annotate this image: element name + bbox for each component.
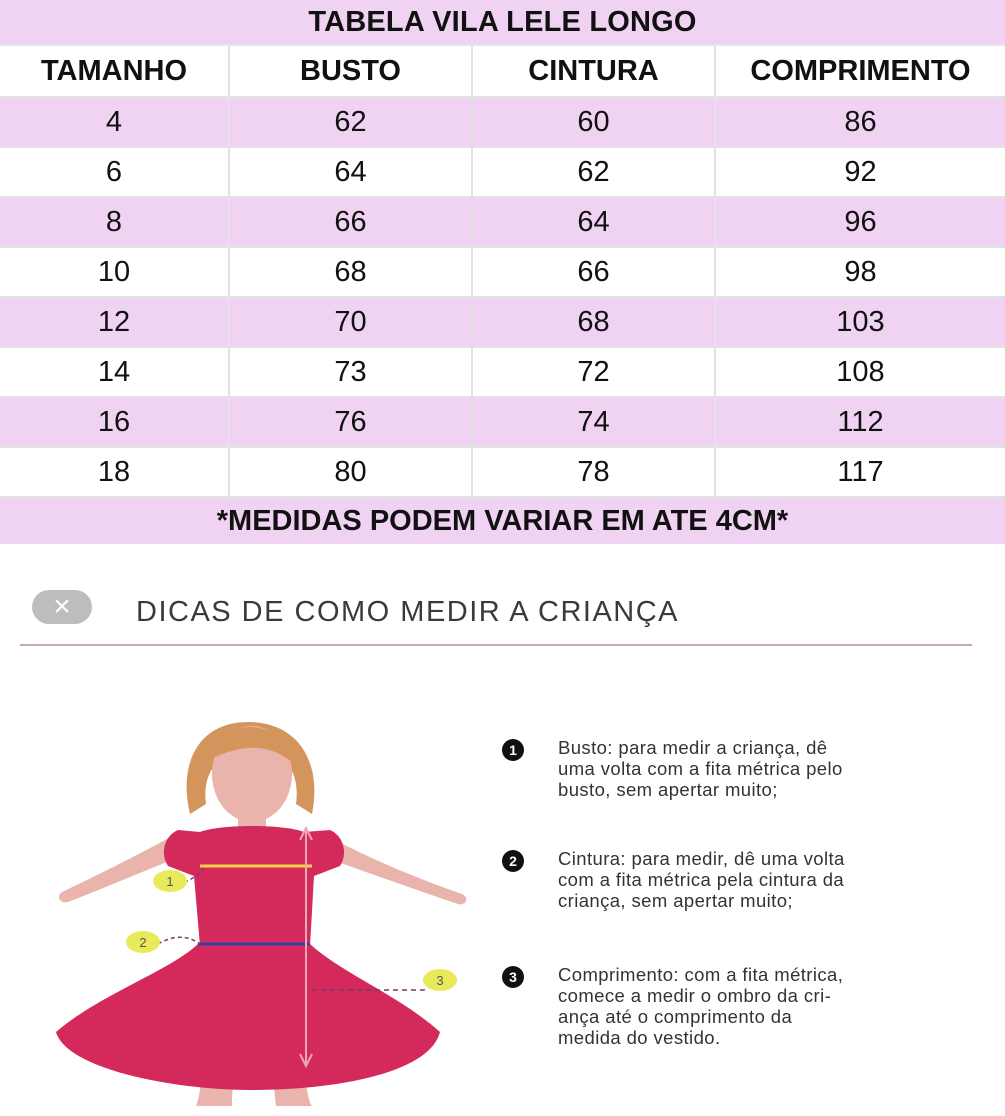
cell-cintura: 64 xyxy=(472,197,716,248)
length-arrow-head-top xyxy=(299,825,313,841)
cell-cintura: 66 xyxy=(472,247,716,298)
header-comprimento: COMPRIMENTO xyxy=(715,46,1005,98)
cell-comprimento: 108 xyxy=(715,347,1005,398)
header-tamanho: TAMANHO xyxy=(0,46,230,98)
cell-cintura: 60 xyxy=(472,97,716,148)
table-row: 10 68 66 98 xyxy=(0,247,1005,298)
cell-comprimento: 103 xyxy=(715,297,1005,348)
table-row: 12 70 68 103 xyxy=(0,297,1005,348)
header-cintura: CINTURA xyxy=(472,46,716,98)
marker-1-label: 1 xyxy=(166,874,173,889)
tip-length-text: Comprimento: com a fita métrica, comece … xyxy=(558,964,843,1048)
table-row: 16 76 74 112 xyxy=(0,397,1005,448)
cell-tamanho: 18 xyxy=(0,447,230,498)
cell-busto: 66 xyxy=(229,197,473,248)
cell-tamanho: 8 xyxy=(0,197,230,248)
tips-header: × DICAS DE COMO MEDIR A CRIANÇA xyxy=(20,582,972,646)
table-row: 14 73 72 108 xyxy=(0,347,1005,398)
table-row: 6 64 62 92 xyxy=(0,147,1005,198)
cell-comprimento: 98 xyxy=(715,247,1005,298)
tips-title: DICAS DE COMO MEDIR A CRIANÇA xyxy=(136,596,680,628)
left-arm xyxy=(59,834,188,903)
tip-waist: 2 Cintura: para medir, dê uma volta com … xyxy=(502,848,982,911)
close-icon: × xyxy=(32,590,92,624)
size-table: TAMANHO BUSTO CINTURA COMPRIMENTO 4 62 6… xyxy=(0,46,1005,498)
cell-tamanho: 12 xyxy=(0,297,230,348)
table-row: 18 80 78 117 xyxy=(0,447,1005,498)
tip-line: Busto: para medir a criança, dê xyxy=(558,737,828,758)
tip-number-2-icon: 2 xyxy=(502,850,524,872)
cell-busto: 68 xyxy=(229,247,473,298)
tip-length: 3 Comprimento: com a fita métrica, comec… xyxy=(502,964,982,1048)
marker-3-label: 3 xyxy=(436,973,443,988)
tip-line: medida do vestido. xyxy=(558,1027,721,1048)
cell-cintura: 74 xyxy=(472,397,716,448)
marker-3 xyxy=(423,969,457,991)
header-busto: BUSTO xyxy=(229,46,473,98)
cell-comprimento: 86 xyxy=(715,97,1005,148)
tip-line: uma volta com a fita métrica pelo xyxy=(558,758,843,779)
marker-2 xyxy=(126,931,160,953)
cell-cintura: 62 xyxy=(472,147,716,198)
marker-1 xyxy=(153,870,187,892)
tip-number-1-icon: 1 xyxy=(502,739,524,761)
cell-busto: 80 xyxy=(229,447,473,498)
cell-tamanho: 14 xyxy=(0,347,230,398)
dress-bodice xyxy=(163,826,345,946)
cell-comprimento: 112 xyxy=(715,397,1005,448)
table-row: 8 66 64 96 xyxy=(0,197,1005,248)
child-measuring-illustration: 1 2 3 xyxy=(56,722,467,1106)
tip-line: busto, sem apertar muito; xyxy=(558,779,778,800)
tip-waist-text: Cintura: para medir, dê uma volta com a … xyxy=(558,848,845,911)
cell-comprimento: 117 xyxy=(715,447,1005,498)
cell-tamanho: 6 xyxy=(0,147,230,198)
cell-busto: 70 xyxy=(229,297,473,348)
tip-number-3-icon: 3 xyxy=(502,966,524,988)
length-arrow-head-bottom xyxy=(299,1053,313,1069)
tip-line: Comprimento: com a fita métrica, xyxy=(558,964,844,985)
cell-busto: 73 xyxy=(229,347,473,398)
cell-tamanho: 10 xyxy=(0,247,230,298)
tip-line: criança, sem apertar muito; xyxy=(558,890,793,911)
table-title: TABELA VILA LELE LONGO xyxy=(0,0,1005,46)
tip-line: Cintura: para medir, dê uma volta xyxy=(558,848,845,869)
cell-cintura: 68 xyxy=(472,297,716,348)
marker-2-connector xyxy=(157,936,201,945)
cell-cintura: 72 xyxy=(472,347,716,398)
dress-skirt xyxy=(56,944,440,1090)
cell-busto: 64 xyxy=(229,147,473,198)
tip-line: ança até o comprimento da xyxy=(558,1006,793,1027)
tip-line: com a fita métrica pela cintura da xyxy=(558,869,845,890)
marker-2-label: 2 xyxy=(139,935,146,950)
cell-cintura: 78 xyxy=(472,447,716,498)
right-arm xyxy=(314,834,467,905)
measurement-note: *MEDIDAS PODEM VARIAR EM ATE 4CM* xyxy=(0,498,1005,544)
tip-line: comece a medir o ombro da cri- xyxy=(558,985,832,1006)
cell-busto: 62 xyxy=(229,97,473,148)
header-row: TAMANHO BUSTO CINTURA COMPRIMENTO xyxy=(0,46,1005,98)
cell-comprimento: 96 xyxy=(715,197,1005,248)
table-row: 4 62 60 86 xyxy=(0,97,1005,148)
cell-busto: 76 xyxy=(229,397,473,448)
cell-tamanho: 16 xyxy=(0,397,230,448)
hair-fringe xyxy=(212,727,296,766)
cell-tamanho: 4 xyxy=(0,97,230,148)
measuring-tips-section: × DICAS DE COMO MEDIR A CRIANÇA xyxy=(0,544,1005,1110)
tip-bust: 1 Busto: para medir a criança, dê uma vo… xyxy=(502,737,982,800)
cell-comprimento: 92 xyxy=(715,147,1005,198)
tip-bust-text: Busto: para medir a criança, dê uma volt… xyxy=(558,737,843,800)
